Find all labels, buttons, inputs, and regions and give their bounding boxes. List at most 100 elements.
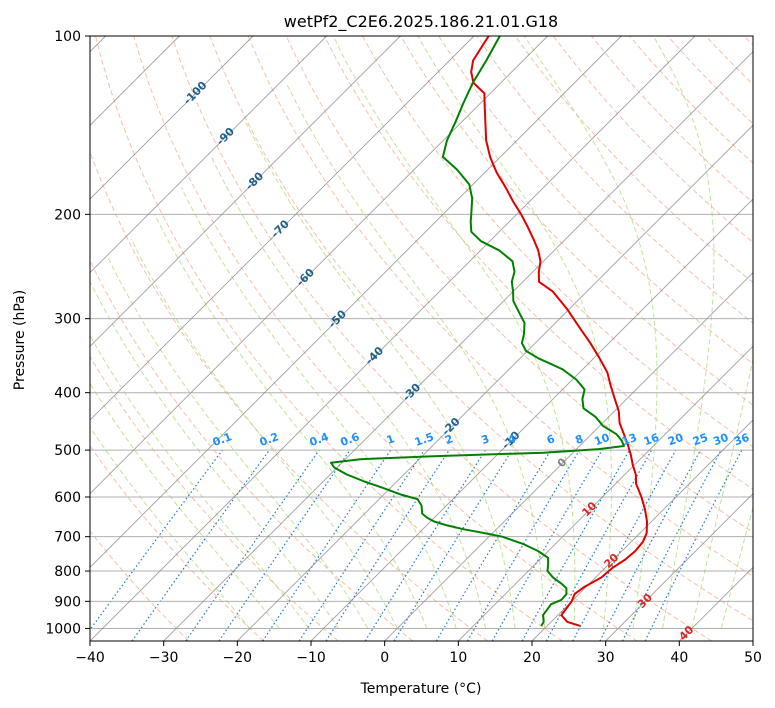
isotherm-line bbox=[90, 36, 696, 641]
dry-adiabat-line bbox=[400, 36, 753, 406]
moist-adiabat-line bbox=[90, 280, 339, 629]
x-axis-label: Temperature (°C) bbox=[360, 681, 482, 697]
isotherm-label: -50 bbox=[326, 307, 349, 330]
dry-adiabat-line bbox=[90, 530, 190, 641]
isotherm-line bbox=[90, 36, 622, 568]
isotherm-line bbox=[163, 51, 753, 641]
y-tick-label: 800 bbox=[54, 564, 81, 580]
mixing-ratio-label: 0.4 bbox=[308, 430, 331, 449]
x-tick-label: 50 bbox=[744, 650, 762, 666]
isotherm-label: -60 bbox=[294, 266, 317, 289]
mixing-ratio-label: 4 bbox=[506, 432, 518, 447]
mixing-ratio-line bbox=[393, 449, 513, 641]
y-tick-label: 200 bbox=[54, 207, 81, 223]
mixing-ratio-line bbox=[644, 449, 743, 641]
isotherm-line bbox=[605, 493, 753, 641]
mixing-ratio-line bbox=[90, 449, 223, 631]
moist-adiabat-line bbox=[106, 255, 369, 629]
moist-adiabat-line bbox=[285, 82, 546, 629]
isotherm-label: 40 bbox=[676, 623, 696, 643]
moist-adiabat-line bbox=[154, 214, 428, 629]
isotherm-label: -30 bbox=[400, 380, 423, 403]
temperature-profile-line bbox=[470, 36, 648, 627]
isotherm-label: -40 bbox=[363, 344, 386, 367]
dewpoint-profile-line bbox=[330, 36, 625, 627]
isotherm-lines bbox=[90, 36, 753, 641]
mixing-ratio-label: 0.1 bbox=[211, 430, 234, 449]
mixing-ratio-line bbox=[545, 449, 653, 641]
moist-adiabat-line bbox=[523, 36, 658, 629]
dry-adiabat-line bbox=[438, 36, 753, 365]
moist-adiabat-line bbox=[245, 122, 516, 629]
y-tick-label: 500 bbox=[54, 443, 81, 459]
mixing-ratio-line bbox=[325, 449, 450, 641]
dry-adiabat-line bbox=[743, 36, 753, 46]
axes: −40 −30 −20 −10 0 10 20 30 40 50 1000 900 800 700 600 5… bbox=[45, 29, 762, 666]
background-lines bbox=[90, 36, 753, 641]
mixing-ratio-line bbox=[435, 449, 552, 641]
plot-frame bbox=[89, 35, 754, 642]
isotherm-line bbox=[531, 419, 753, 641]
mixing-ratio-label: 0.6 bbox=[339, 430, 362, 449]
mixing-ratio-label: 1 bbox=[385, 432, 397, 447]
dry-adiabat-line bbox=[667, 36, 753, 125]
moist-adiabat-line bbox=[90, 426, 251, 629]
moist-adiabat-line bbox=[720, 505, 753, 629]
mixing-ratio-label: 36 bbox=[732, 431, 751, 449]
mixing-ratio-label: 1.5 bbox=[413, 430, 436, 449]
dry-adiabat-line bbox=[476, 36, 753, 324]
mixing-ratio-line bbox=[599, 449, 702, 641]
dry-adiabat-line bbox=[90, 150, 488, 641]
isotherm-line bbox=[90, 36, 254, 200]
moist-adiabat-line bbox=[417, 36, 612, 629]
isotherm-line bbox=[90, 36, 548, 495]
isotherm-label: -70 bbox=[269, 217, 292, 240]
isotherm-line bbox=[90, 36, 475, 421]
x-tick-label: 0 bbox=[380, 650, 389, 666]
dry-adiabat-line bbox=[362, 36, 753, 448]
dry-adiabat-line bbox=[90, 355, 339, 641]
mixing-ratio-label: 6 bbox=[545, 432, 557, 447]
isotherm-label: 10 bbox=[579, 499, 599, 519]
mixing-ratio-line bbox=[572, 449, 677, 641]
x-tick-label: 10 bbox=[449, 650, 467, 666]
x-tick-label: 30 bbox=[597, 650, 615, 666]
isotherm-line bbox=[458, 345, 753, 641]
mixing-ratio-label: 10 bbox=[593, 431, 612, 449]
isotherm-label: -100 bbox=[181, 78, 210, 107]
isotherm-line bbox=[310, 198, 753, 641]
isotherm-line bbox=[384, 272, 753, 641]
x-tick-label: 20 bbox=[523, 650, 541, 666]
mixing-ratio-line bbox=[185, 449, 320, 641]
dry-adiabat-line bbox=[90, 444, 264, 641]
dry-adiabat-line bbox=[171, 36, 712, 641]
y-tick-label: 1000 bbox=[45, 621, 81, 637]
mixing-ratio-line bbox=[521, 449, 631, 641]
y-tick-label: 900 bbox=[54, 594, 81, 610]
x-tick-label: −10 bbox=[296, 650, 326, 666]
sounding-profiles bbox=[330, 36, 648, 627]
chart-title: wetPf2_C2E6.2025.186.21.01.G18 bbox=[284, 12, 558, 32]
dry-adiabat-line bbox=[209, 36, 753, 622]
mixing-ratio-label: 3 bbox=[479, 432, 491, 447]
dry-adiabat-line bbox=[590, 36, 753, 204]
x-tick-label: −40 bbox=[75, 650, 105, 666]
mixing-ratio-label: 25 bbox=[691, 431, 710, 448]
dry-adiabat-line bbox=[247, 36, 753, 577]
isotherm-line bbox=[679, 566, 753, 641]
isotherm-label: -80 bbox=[243, 169, 266, 192]
dry-adiabat-line bbox=[285, 36, 753, 534]
mixing-ratio-label: 0.2 bbox=[258, 430, 281, 449]
isotherm-line bbox=[237, 124, 753, 641]
mixing-ratio-line bbox=[621, 449, 722, 641]
y-tick-label: 400 bbox=[54, 386, 81, 402]
moist-adiabat-line bbox=[691, 356, 753, 629]
moist-adiabat-line bbox=[90, 382, 280, 629]
dry-adiabat-line bbox=[323, 36, 753, 490]
mixing-ratio-label: 16 bbox=[642, 431, 661, 449]
x-tick-label: −20 bbox=[223, 650, 253, 666]
isotherm-line bbox=[90, 36, 401, 347]
mixing-ratio-label: 20 bbox=[666, 431, 685, 449]
isotherm-line bbox=[90, 36, 327, 274]
